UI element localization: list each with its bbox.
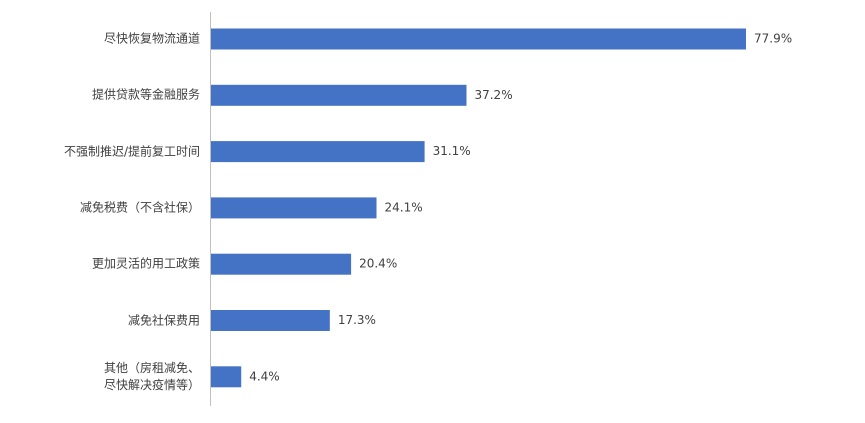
category-label: 提供贷款等金融服务 [91,87,200,102]
bar [211,84,467,106]
category-label: 减免社保费用 [127,313,200,327]
value-label: 24.1% [385,200,423,214]
category-label: 尽快恢复物流通道 [103,31,200,46]
bar [211,141,425,163]
bar [211,253,352,275]
value-label: 20.4% [359,257,397,271]
bar [211,366,242,388]
value-label: 77.9% [754,32,792,46]
bar [211,197,377,219]
bar [211,310,330,331]
category-label: 不强制推迟/提前复工时间 [63,144,200,159]
value-label: 31.1% [433,144,471,158]
bar [211,28,746,50]
value-label: 17.3% [338,313,376,327]
value-label: 4.4% [249,369,280,383]
category-label: 其他（房租减免、 尽快解决疫情等） [103,360,200,392]
category-label: 更加灵活的用工政策 [91,256,200,271]
category-label: 减免税费（不含社保） [79,200,200,215]
value-label: 37.2% [474,88,512,102]
